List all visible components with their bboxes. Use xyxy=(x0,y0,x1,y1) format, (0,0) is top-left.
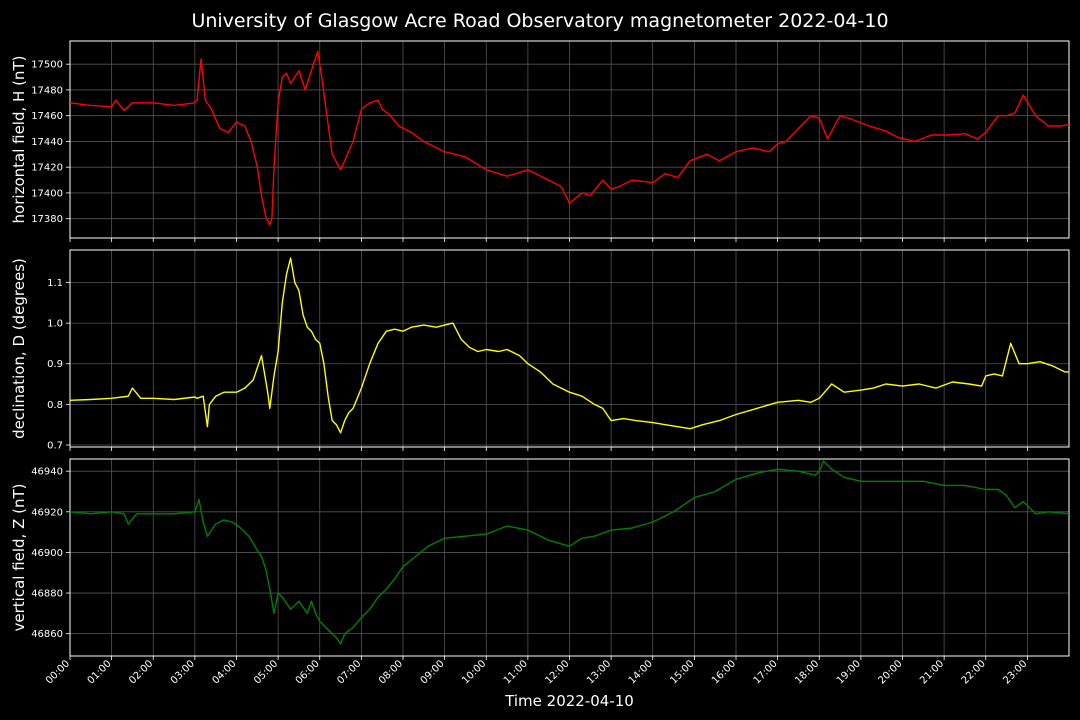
x-tick-label: 15:00 xyxy=(668,658,696,686)
x-tick-label: 07:00 xyxy=(335,658,363,686)
panel-2-y-tick-label: 0.9 xyxy=(47,359,63,370)
x-tick-label: 12:00 xyxy=(543,658,571,686)
panel-1-y-tick-label: 17500 xyxy=(31,60,63,71)
x-tick-label: 04:00 xyxy=(210,658,238,686)
x-tick-label: 18:00 xyxy=(793,658,821,686)
panel-2-y-tick-label: 0.8 xyxy=(47,400,63,411)
x-tick-label: 09:00 xyxy=(419,658,447,686)
panel-1-y-tick-label: 17460 xyxy=(31,111,63,122)
panel-1-series-line xyxy=(69,50,1070,226)
panel-3-y-tick-label: 46900 xyxy=(31,548,63,559)
panel-2-frame xyxy=(69,249,1070,448)
x-tick-label: 06:00 xyxy=(294,658,322,686)
panel-3-frame xyxy=(69,458,1070,657)
panel-1-frame xyxy=(69,40,1070,239)
x-tick-label: 13:00 xyxy=(585,658,613,686)
x-tick-label: 17:00 xyxy=(752,658,780,686)
x-tick-label: 08:00 xyxy=(377,658,405,686)
panel-3-y-axis-label: vertical field, Z (nT) xyxy=(10,483,28,631)
x-axis-label: Time 2022-04-10 xyxy=(504,692,634,710)
panel-1-y-tick-label: 17440 xyxy=(31,137,63,148)
x-tick-label: 22:00 xyxy=(960,658,988,686)
panel-1-y-tick-label: 17380 xyxy=(31,214,63,225)
x-tick-label: 01:00 xyxy=(86,658,114,686)
panel-3-y-tick-label: 46920 xyxy=(31,507,63,518)
panel-2-y-tick-label: 1.1 xyxy=(47,278,63,289)
panel-3-y-tick-label: 46860 xyxy=(31,629,63,640)
panel-1-y-tick-label: 17400 xyxy=(31,188,63,199)
x-tick-label: 05:00 xyxy=(252,658,280,686)
x-tick-label: 10:00 xyxy=(460,658,488,686)
panel-2-y-axis-label: declination, D (degrees) xyxy=(10,258,28,439)
panel-2-y-tick-label: 1.0 xyxy=(47,319,63,330)
panel-1-y-tick-label: 17480 xyxy=(31,85,63,96)
panel-3-y-tick-label: 46880 xyxy=(31,589,63,600)
panel-1-y-axis-label: horizontal field, H (nT) xyxy=(10,56,28,224)
x-tick-label: 14:00 xyxy=(627,658,655,686)
x-tick-label: 03:00 xyxy=(169,658,197,686)
x-tick-label: 20:00 xyxy=(876,658,904,686)
panel-3-series-line xyxy=(69,460,1070,645)
chart-title: University of Glasgow Acre Road Observat… xyxy=(191,10,889,32)
x-tick-label: 00:00 xyxy=(44,658,72,686)
x-tick-label: 16:00 xyxy=(710,658,738,686)
x-tick-label: 21:00 xyxy=(918,658,946,686)
panel-2-series-line xyxy=(69,257,1069,434)
panel-1-y-tick-label: 17420 xyxy=(31,163,63,174)
x-tick-label: 02:00 xyxy=(127,658,155,686)
panel-3-y-tick-label: 46940 xyxy=(31,467,63,478)
panel-2-y-tick-label: 0.7 xyxy=(47,440,63,451)
x-tick-label: 11:00 xyxy=(502,658,530,686)
x-tick-label: 23:00 xyxy=(1001,658,1029,686)
x-tick-label: 19:00 xyxy=(835,658,863,686)
